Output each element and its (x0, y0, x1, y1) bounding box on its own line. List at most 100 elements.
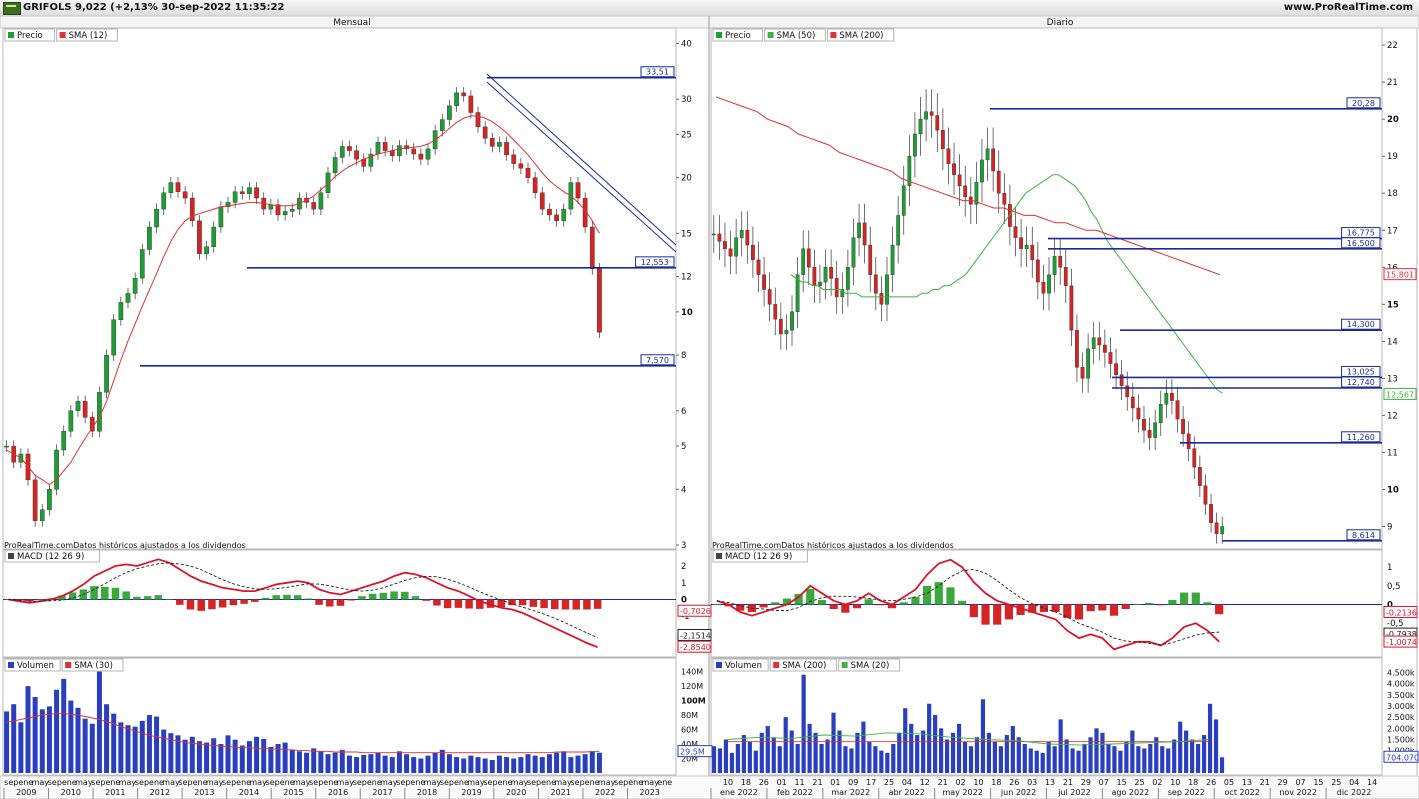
daily-volume-volume-bar (1016, 737, 1021, 773)
monthly-candle-body (54, 449, 59, 490)
daily-x-day-label: 21 (812, 778, 822, 787)
monthly-source-note: ProRealTime.comDatos históricos ajustado… (4, 540, 246, 550)
daily-macd-histogram-bar (817, 600, 827, 605)
monthly-x-year-label: 2009 (16, 788, 36, 797)
monthly-macd-histogram-bar (304, 598, 313, 600)
daily-x-day-label: 04 (1349, 778, 1359, 787)
daily-level-tag (1346, 529, 1381, 541)
daily-vol-frame (710, 657, 1383, 776)
daily-candle-body (1170, 392, 1174, 401)
daily-candle-body (862, 222, 867, 246)
monthly-x-month-label: ene (280, 778, 295, 787)
daily-legend-swatch-sma50 (767, 32, 774, 38)
daily-candle-body (1181, 418, 1185, 435)
monthly-x-month-label: may (554, 778, 572, 787)
monthly-volume-volume-bar (204, 742, 210, 773)
daily-y-tick-label: 11 (1387, 448, 1398, 458)
monthly-legend-price[interactable] (4, 28, 56, 42)
monthly-candle-body (104, 354, 109, 393)
daily-macd-histogram-bar (771, 602, 780, 605)
monthly-legend-sma12[interactable] (56, 28, 118, 42)
daily-macd-histogram-bar (1215, 604, 1224, 615)
monthly-volume-volume-bar (254, 736, 260, 773)
monthly-x-month-label: may (249, 778, 267, 787)
monthly-candle-body (82, 401, 88, 418)
monthly-candle-body (282, 211, 288, 216)
monthly-y-tick-label: 20 (681, 174, 692, 184)
daily-candle-body (1075, 330, 1079, 368)
daily-candle-body (840, 289, 845, 298)
monthly-volume-volume-bar (339, 749, 345, 773)
monthly-macd-legend-macd[interactable] (4, 549, 100, 563)
daily-x-day-label: 07 (1099, 778, 1109, 787)
daily-x-day-label: 10 (973, 778, 983, 787)
monthly-candle-body (332, 157, 338, 174)
daily-macd-legend-macd[interactable] (712, 549, 808, 563)
monthly-y-tick-label: 25 (681, 130, 692, 140)
daily-y-tick-label: 18 (1387, 189, 1398, 199)
daily-volume-volume-bar (855, 732, 860, 773)
monthly-x-month-label: may (511, 778, 529, 787)
daily-macd-histogram-bar (1063, 604, 1072, 618)
monthly-macd-macd-line (8, 558, 598, 648)
site-link[interactable]: www.ProRealTime.com (1283, 2, 1413, 13)
monthly-volume-volume-bar (89, 723, 95, 773)
monthly-x-month-label: may (206, 778, 224, 787)
daily-volume-volume-bar (735, 743, 740, 773)
daily-legend-sma50[interactable] (764, 28, 826, 42)
daily-level-label: 16,775 (1347, 229, 1375, 238)
daily-macd-readout-box (1383, 635, 1418, 648)
daily-volume-legend-swatch-vol-sma20 (841, 662, 848, 668)
monthly-volume-legend-vol-sma30[interactable] (61, 658, 124, 672)
monthly-x-month-label: sep (4, 778, 18, 787)
daily-candle-body (974, 181, 979, 205)
daily-macd-legend-swatch-macd (716, 553, 722, 559)
monthly-macd-histogram-bar (379, 592, 388, 600)
daily-volume-legend-label-vol-sma200: SMA (200) (782, 661, 826, 671)
monthly-candle-body (247, 187, 252, 195)
daily-volume-volume-bar (879, 750, 884, 773)
daily-candle-body (991, 148, 996, 172)
monthly-candle-body (482, 126, 488, 139)
daily-candle-body (1052, 255, 1057, 275)
daily-volume-legend-vol-sma20[interactable] (838, 658, 900, 672)
daily-x-month-label: abr 2022 (889, 788, 925, 797)
daily-candle-body (1197, 467, 1202, 486)
daily-x-day-label: 09 (848, 778, 858, 787)
monthly-candle-body (289, 208, 295, 212)
daily-x-month-label: dic 2022 (1337, 788, 1372, 797)
monthly-candle-body (339, 146, 345, 158)
monthly-macd-histogram-bar (465, 599, 473, 609)
daily-candle-body (957, 174, 962, 187)
daily-candle-body (818, 281, 822, 286)
monthly-candle-body (118, 302, 124, 320)
daily-volume-legend-volume[interactable] (712, 658, 769, 672)
daily-x-day-label: 04 (902, 778, 912, 787)
daily-macd-histogram-bar (829, 604, 838, 609)
monthly-volume-volume-bar (504, 757, 510, 773)
daily-volume-volume-bar (1201, 735, 1207, 773)
monthly-x-year-label: 2022 (595, 788, 615, 797)
daily-macd-histogram-bar (1039, 604, 1049, 612)
daily-candle-body (857, 222, 861, 238)
daily-level-tag (1346, 97, 1381, 109)
daily-x-day-label: 29 (1278, 778, 1288, 787)
monthly-vol-frame (2, 657, 677, 776)
monthly-macd-histogram-bar (261, 597, 270, 600)
daily-y-tick-label: 21 (1387, 78, 1398, 88)
monthly-candle-body (225, 202, 231, 208)
daily-legend-price[interactable] (712, 28, 764, 42)
daily-candle-body (1114, 363, 1118, 375)
monthly-x-year-label: 2020 (506, 788, 526, 797)
monthly-volume-tick-label: 40M (681, 740, 698, 749)
daily-candle-body (1080, 367, 1085, 379)
monthly-macd-histogram-bar (68, 592, 77, 600)
daily-volume-volume-bar (807, 723, 812, 773)
daily-volume-volume-bar (741, 735, 746, 773)
daily-volume-legend-vol-sma200[interactable] (769, 658, 838, 672)
monthly-macd-histogram-bar (593, 599, 602, 609)
daily-x-day-label: 10 (1170, 778, 1180, 787)
monthly-volume-legend-volume[interactable] (4, 658, 61, 672)
daily-legend-sma200[interactable] (826, 28, 895, 42)
